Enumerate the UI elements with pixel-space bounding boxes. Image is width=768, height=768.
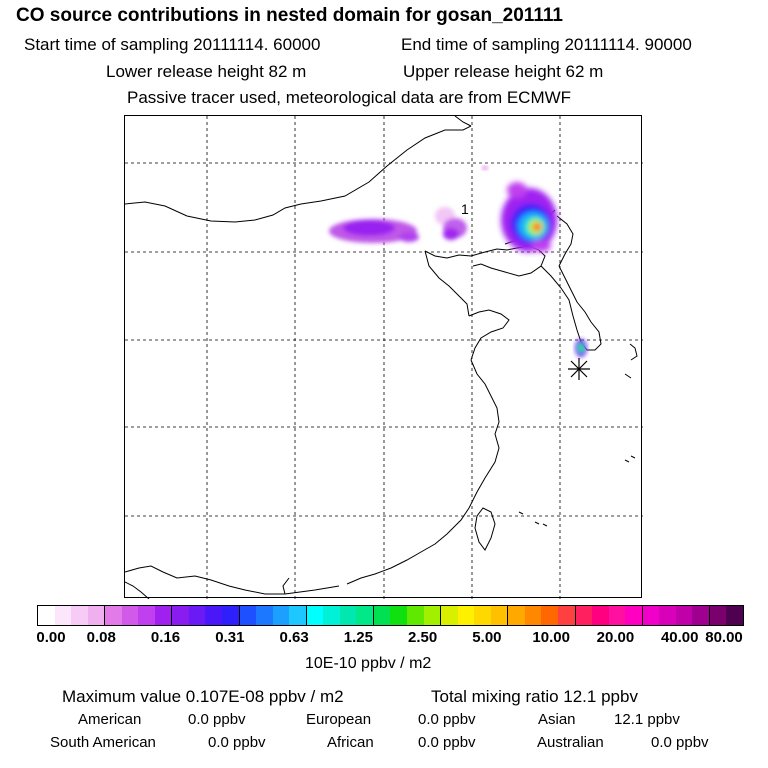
- max-value: Maximum value 0.107E-08 ppbv / m2: [62, 687, 344, 706]
- plume-contours: [329, 166, 587, 357]
- colorbar-segment: [205, 606, 223, 625]
- south-american-value: 0.0 ppbv: [208, 734, 266, 751]
- colorbar-segment: [642, 606, 660, 625]
- start-time: Start time of sampling 20111114. 60000: [24, 35, 321, 54]
- colorbar-tick-label: 0.00: [36, 629, 66, 646]
- colorbar-segment: [222, 606, 240, 625]
- australian-label: Australian: [537, 734, 604, 751]
- colorbar-segment: [306, 606, 324, 625]
- tracer-note: Passive tracer used, meteorological data…: [127, 88, 572, 107]
- colorbar-segment: [423, 606, 442, 625]
- colorbar-tick-label: 0.63: [279, 629, 309, 646]
- colorbar-segment: [256, 606, 273, 625]
- colorbar-segment: [272, 606, 290, 625]
- colorbar-segment: [625, 606, 643, 625]
- map-canvas: 1: [125, 116, 643, 599]
- colorbar-tick-label: 5.00: [472, 629, 502, 646]
- south-american-label: South American: [50, 734, 156, 751]
- colorbar-segment: [490, 606, 509, 625]
- asian-label: Asian: [538, 711, 576, 728]
- colorbar-segment: [407, 606, 424, 625]
- colorbar-segment: [105, 606, 122, 625]
- colorbar-segment: [356, 606, 374, 625]
- colorbar-segment: [71, 606, 88, 625]
- colorbar-segment: [709, 606, 727, 625]
- colorbar-segment: [524, 606, 542, 625]
- colorbar-segment: [675, 606, 693, 625]
- colorbar-tick-label: 0.31: [215, 629, 245, 646]
- colorbar-segment: [592, 606, 609, 625]
- european-value: 0.0 ppbv: [418, 711, 476, 728]
- colorbar-segment: [659, 606, 676, 625]
- lat-lon-grid: [125, 116, 643, 599]
- colorbar-tick-label: 1.25: [343, 629, 373, 646]
- colorbar-segment: [239, 606, 257, 625]
- colorbar-segment: [188, 606, 206, 625]
- colorbar-tick-label: 0.16: [150, 629, 181, 646]
- african-value: 0.0 ppbv: [418, 734, 476, 751]
- colorbar-segment: [474, 606, 491, 625]
- american-value: 0.0 ppbv: [188, 711, 246, 728]
- total-mixing-ratio: Total mixing ratio 12.1 ppbv: [431, 687, 638, 706]
- colorbar-segment: [726, 606, 743, 625]
- european-label: European: [306, 711, 372, 728]
- colorbar-segment: [575, 606, 593, 625]
- colorbar-tick-label: 2.50: [408, 629, 438, 646]
- contour-label: 1: [461, 201, 469, 217]
- asian-value: 12.1 ppbv: [614, 711, 680, 728]
- colorbar-segment: [339, 606, 357, 625]
- map-frame: 1: [124, 115, 643, 599]
- plot-title: CO source contributions in nested domain…: [16, 5, 563, 26]
- colorbar-tick-label: 0.08: [86, 629, 116, 646]
- american-label: American: [78, 711, 142, 728]
- colorbar-segment: [154, 606, 173, 625]
- colorbar-segment: [54, 606, 72, 625]
- colorbar-segment: [138, 606, 155, 625]
- colorbar-segment: [557, 606, 576, 625]
- colorbar-tick-label: 10.00: [532, 629, 570, 646]
- colorbar-segment: [121, 606, 139, 625]
- colorbar-segment: [87, 606, 106, 625]
- australian-value: 0.0 ppbv: [651, 734, 709, 751]
- colorbar-segment: [323, 606, 340, 625]
- colorbar-segment: [692, 606, 710, 625]
- colorbar-segment: [289, 606, 307, 625]
- colorbar-segment: [457, 606, 475, 625]
- colorbar-tick-label: 20.00: [596, 629, 635, 646]
- end-time: End time of sampling 20111114. 90000: [401, 35, 692, 54]
- colorbar-units: 10E-10 ppbv / m2: [305, 655, 432, 672]
- colorbar-segment: [38, 606, 55, 625]
- colorbar-segment: [508, 606, 525, 625]
- colorbar-segment: [373, 606, 391, 625]
- african-label: African: [327, 734, 374, 751]
- colorbar: [37, 605, 744, 626]
- asterisk-icon: [568, 358, 590, 380]
- colorbar-segment: [441, 606, 458, 625]
- upper-release-height: Upper release height 62 m: [403, 62, 604, 81]
- lower-release-height: Lower release height 82 m: [106, 62, 307, 81]
- colorbar-segment: [541, 606, 558, 625]
- colorbar-tick-label: 40.00: [660, 629, 699, 646]
- colorbar-segment: [608, 606, 626, 625]
- colorbar-tick-label: 80.00: [705, 629, 743, 646]
- colorbar-segment: [390, 606, 408, 625]
- colorbar-segment: [172, 606, 189, 625]
